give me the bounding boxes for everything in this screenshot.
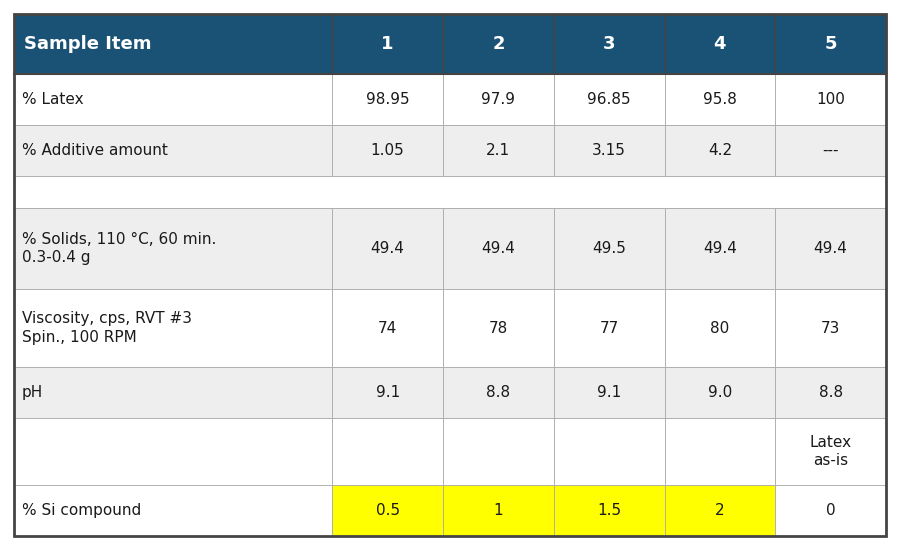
Text: 100: 100 <box>816 92 845 107</box>
Bar <box>554 289 664 367</box>
Text: 2: 2 <box>716 503 724 518</box>
Bar <box>443 208 554 289</box>
Text: 1: 1 <box>493 503 503 518</box>
Bar <box>332 289 443 367</box>
Bar <box>443 74 554 125</box>
Text: 8.8: 8.8 <box>819 386 842 400</box>
Text: 9.1: 9.1 <box>375 386 400 400</box>
Bar <box>443 289 554 367</box>
Text: 49.4: 49.4 <box>703 241 737 256</box>
Bar <box>775 418 886 485</box>
Bar <box>554 208 664 289</box>
Bar <box>775 367 886 418</box>
Text: 97.9: 97.9 <box>482 92 516 107</box>
Bar <box>332 208 443 289</box>
Bar <box>775 125 886 175</box>
Bar <box>664 208 775 289</box>
Text: 98.95: 98.95 <box>365 92 410 107</box>
Bar <box>554 418 664 485</box>
Bar <box>332 125 443 175</box>
Text: 9.0: 9.0 <box>707 386 732 400</box>
Bar <box>664 125 775 175</box>
Bar <box>664 289 775 367</box>
Bar <box>664 485 775 536</box>
Text: 49.5: 49.5 <box>592 241 626 256</box>
Text: 73: 73 <box>821 321 841 336</box>
Text: 77: 77 <box>599 321 619 336</box>
Bar <box>14 125 332 175</box>
Text: 8.8: 8.8 <box>486 386 510 400</box>
Text: 9.1: 9.1 <box>597 386 621 400</box>
Bar <box>14 175 886 208</box>
Bar <box>443 125 554 175</box>
Text: 49.4: 49.4 <box>371 241 405 256</box>
Text: % Latex: % Latex <box>22 92 84 107</box>
Bar <box>443 418 554 485</box>
Text: 95.8: 95.8 <box>703 92 737 107</box>
Bar <box>14 14 332 74</box>
Text: 96.85: 96.85 <box>588 92 631 107</box>
Text: % Solids, 110 °C, 60 min.
0.3-0.4 g: % Solids, 110 °C, 60 min. 0.3-0.4 g <box>22 232 216 265</box>
Text: 0: 0 <box>826 503 835 518</box>
Text: 1.5: 1.5 <box>597 503 621 518</box>
Text: 4: 4 <box>714 35 726 53</box>
Text: 2.1: 2.1 <box>486 143 510 158</box>
Text: 5: 5 <box>824 35 837 53</box>
Bar <box>443 367 554 418</box>
Bar <box>443 485 554 536</box>
Bar <box>554 14 664 74</box>
Bar <box>775 74 886 125</box>
Bar <box>14 367 332 418</box>
Text: 78: 78 <box>489 321 508 336</box>
Text: ---: --- <box>823 143 839 158</box>
Text: % Additive amount: % Additive amount <box>22 143 167 158</box>
Text: 0.5: 0.5 <box>375 503 400 518</box>
Text: Sample Item: Sample Item <box>23 35 151 53</box>
Bar <box>14 74 332 125</box>
Text: 49.4: 49.4 <box>482 241 516 256</box>
Bar <box>664 418 775 485</box>
Bar <box>664 74 775 125</box>
Bar <box>332 367 443 418</box>
Bar <box>775 485 886 536</box>
Text: Latex
as-is: Latex as-is <box>810 435 851 469</box>
Text: 49.4: 49.4 <box>814 241 848 256</box>
Bar <box>554 125 664 175</box>
Bar <box>664 367 775 418</box>
Bar <box>332 14 443 74</box>
Bar <box>332 485 443 536</box>
Text: % Si compound: % Si compound <box>22 503 141 518</box>
Bar <box>554 485 664 536</box>
Text: 3.15: 3.15 <box>592 143 626 158</box>
Text: pH: pH <box>22 386 43 400</box>
Text: 80: 80 <box>710 321 730 336</box>
Bar <box>554 367 664 418</box>
Bar <box>332 74 443 125</box>
Text: Viscosity, cps, RVT #3
Spin., 100 RPM: Viscosity, cps, RVT #3 Spin., 100 RPM <box>22 311 192 345</box>
Text: 1.05: 1.05 <box>371 143 404 158</box>
Text: 4.2: 4.2 <box>707 143 732 158</box>
Bar <box>14 208 332 289</box>
Text: 3: 3 <box>603 35 616 53</box>
Text: 1: 1 <box>382 35 394 53</box>
Bar <box>332 418 443 485</box>
Bar <box>775 289 886 367</box>
Bar <box>14 418 332 485</box>
Bar <box>14 485 332 536</box>
Bar <box>775 208 886 289</box>
Text: 74: 74 <box>378 321 397 336</box>
Bar <box>443 14 554 74</box>
Bar <box>664 14 775 74</box>
Bar <box>554 74 664 125</box>
Bar <box>775 14 886 74</box>
Text: 2: 2 <box>492 35 505 53</box>
Bar <box>14 289 332 367</box>
